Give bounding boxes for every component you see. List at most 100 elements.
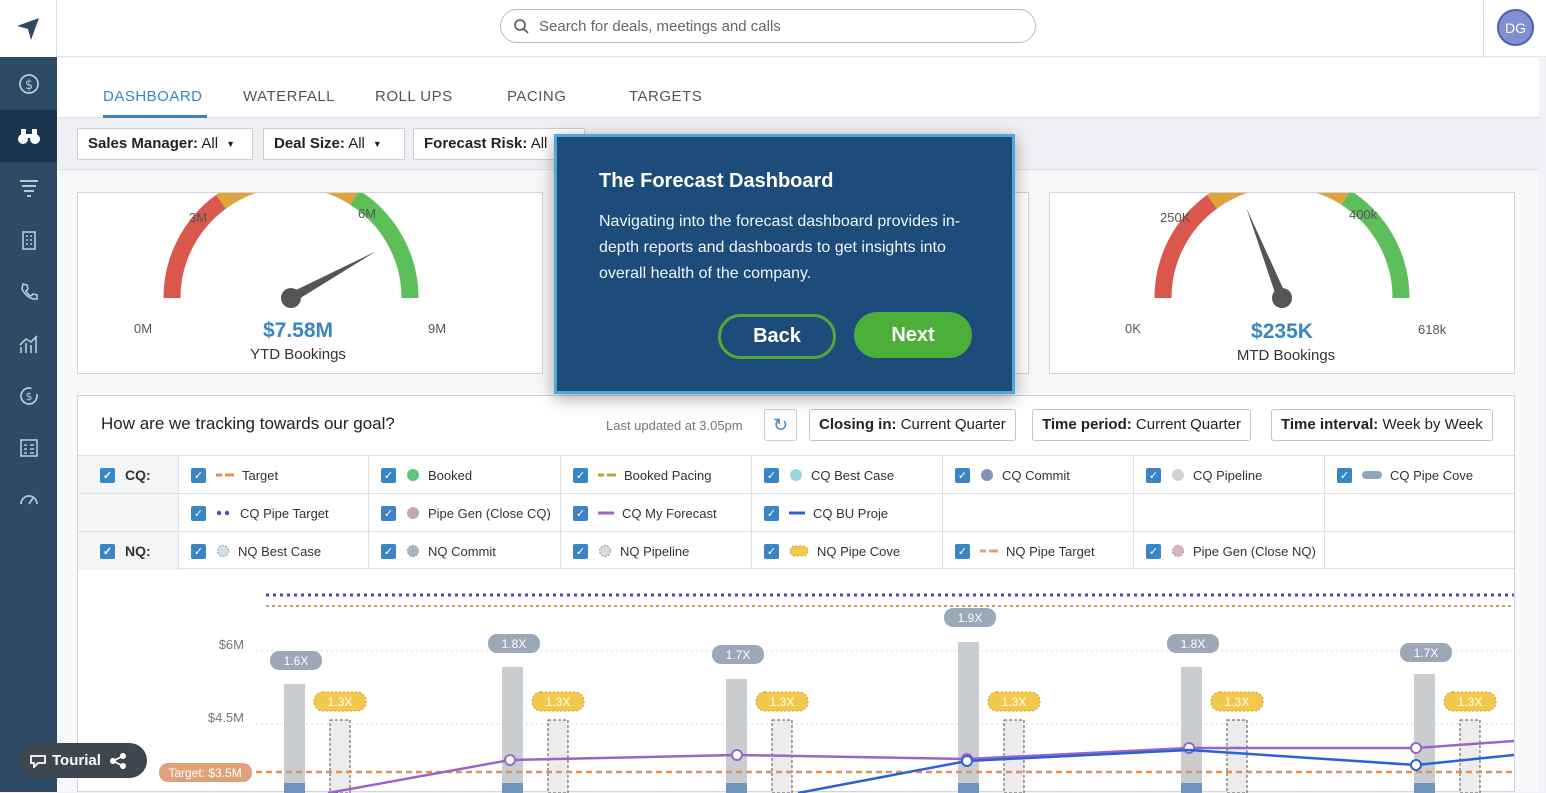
filter-value: All bbox=[201, 135, 219, 152]
bar-chart-icon[interactable] bbox=[0, 318, 57, 370]
checkbox-icon: ✓ bbox=[764, 505, 779, 521]
pipeline-bar[interactable] bbox=[284, 684, 305, 793]
booked-bar[interactable] bbox=[1181, 783, 1202, 793]
sidebar: $ $ bbox=[0, 0, 57, 792]
nq-pipeline-bar[interactable] bbox=[329, 719, 351, 793]
next-button[interactable]: Next bbox=[854, 312, 972, 358]
booked-bar[interactable] bbox=[284, 783, 305, 793]
tab-roll-ups[interactable]: ROLL UPS bbox=[375, 88, 453, 105]
tab-targets[interactable]: TARGETS bbox=[629, 88, 703, 105]
nq-coverage-badge bbox=[987, 691, 1041, 712]
time-interval-select[interactable]: Time interval: Week by Week bbox=[1271, 409, 1493, 441]
svg-text:$: $ bbox=[24, 78, 32, 93]
forecast-point[interactable] bbox=[504, 754, 516, 766]
closing-in-select[interactable]: Closing in: Current Quarter bbox=[809, 409, 1016, 441]
pipeline-bar[interactable] bbox=[1414, 674, 1435, 793]
legend-item[interactable]: ✓ NQ Pipeline bbox=[560, 532, 751, 570]
nq-pipeline-bar[interactable] bbox=[1226, 719, 1248, 793]
gauge-arc-segment bbox=[1207, 193, 1349, 209]
legend-item[interactable]: ✓ Target bbox=[178, 456, 369, 494]
legend-item[interactable]: ✓ Pipe Gen (Close NQ) bbox=[1133, 532, 1324, 570]
time-period-select[interactable]: Time period: Current Quarter bbox=[1032, 409, 1251, 441]
legend-item[interactable]: ✓ NQ Commit bbox=[368, 532, 559, 570]
series-legend: ✓ CQ: ✓ Target ✓ Booked ✓ Booked Pacing ✓ CQ Bes… bbox=[78, 455, 1515, 570]
deal-size-filter[interactable]: Deal Size: All ▼ bbox=[263, 128, 405, 160]
booked-bar[interactable] bbox=[1414, 783, 1435, 793]
legend-label: CQ Commit bbox=[1002, 467, 1070, 483]
legend-label: NQ Pipe Cove bbox=[817, 543, 901, 559]
speedometer-icon[interactable] bbox=[0, 474, 57, 526]
projection-point[interactable] bbox=[961, 755, 973, 767]
checkbox-icon: ✓ bbox=[191, 543, 206, 559]
modal-title: The Forecast Dashboard bbox=[599, 170, 834, 192]
legend-item[interactable]: ✓ NQ Pipe Target bbox=[942, 532, 1133, 570]
legend-empty-cell bbox=[1324, 494, 1515, 532]
legend-item[interactable]: ✓ NQ Pipe Cove bbox=[751, 532, 942, 570]
binoculars-icon[interactable] bbox=[0, 110, 57, 162]
gauge-needle bbox=[288, 251, 377, 303]
legend-item[interactable]: ✓ Booked bbox=[368, 456, 559, 494]
sales-manager-filter[interactable]: Sales Manager: All ▼ bbox=[77, 128, 253, 160]
legend-label: Booked Pacing bbox=[624, 467, 712, 483]
caret-down-icon: ▼ bbox=[226, 139, 235, 150]
app-logo[interactable] bbox=[0, 0, 57, 57]
legend-item[interactable]: ✓ Pipe Gen (Close CQ) bbox=[368, 494, 559, 532]
table-icon[interactable] bbox=[0, 422, 57, 474]
legend-item[interactable]: ✓ CQ Best Case bbox=[751, 456, 942, 494]
pipeline-bar[interactable] bbox=[958, 642, 979, 793]
gauge-arc-segment bbox=[163, 194, 227, 299]
phone-icon[interactable] bbox=[0, 266, 57, 318]
legend-item[interactable]: ✓ NQ Best Case bbox=[178, 532, 369, 570]
nq-coverage-badge bbox=[1210, 691, 1264, 712]
gauge-arc-segment bbox=[216, 193, 358, 209]
search-input[interactable]: Search for deals, meetings and calls bbox=[500, 9, 1036, 43]
nq-toggle[interactable]: ✓ NQ: bbox=[78, 532, 178, 570]
refresh-button[interactable]: ↻ bbox=[764, 409, 797, 441]
tab-pacing[interactable]: PACING bbox=[507, 88, 567, 105]
legend-label: Pipe Gen (Close NQ) bbox=[1193, 543, 1316, 559]
legend-item[interactable]: ✓ Booked Pacing bbox=[560, 456, 751, 494]
booked-bar[interactable] bbox=[502, 783, 523, 793]
nq-pipeline-bar[interactable] bbox=[1459, 719, 1481, 793]
gauge-hub bbox=[1272, 288, 1292, 308]
legend-label: CQ Pipeline bbox=[1193, 467, 1263, 483]
booked-bar[interactable] bbox=[726, 783, 747, 793]
legend-item[interactable]: ✓ CQ Commit bbox=[942, 456, 1133, 494]
dollar-icon[interactable]: $ bbox=[0, 58, 57, 110]
pipeline-bar[interactable] bbox=[1181, 667, 1202, 793]
legend-item[interactable]: ✓ CQ BU Proje bbox=[751, 494, 942, 532]
back-button[interactable]: Back bbox=[718, 314, 836, 359]
refresh-dollar-icon[interactable]: $ bbox=[0, 370, 57, 422]
coverage-label: 1.6X bbox=[284, 654, 309, 668]
booked-bar[interactable] bbox=[958, 783, 979, 793]
legend-item[interactable]: ✓ CQ Pipe Target bbox=[178, 494, 369, 532]
tab-waterfall[interactable]: WATERFALL bbox=[243, 88, 336, 105]
building-icon[interactable] bbox=[0, 214, 57, 266]
cq-toggle[interactable]: ✓ CQ: bbox=[78, 456, 178, 494]
search-icon bbox=[514, 19, 529, 34]
forecast-point[interactable] bbox=[1183, 742, 1195, 754]
ytd-label: YTD Bookings bbox=[250, 346, 346, 363]
pipeline-bar[interactable] bbox=[502, 667, 523, 793]
svg-text:$: $ bbox=[25, 390, 32, 403]
coverage-badge bbox=[1167, 634, 1219, 653]
legend-label: NQ Pipeline bbox=[620, 543, 690, 559]
bu-projection-line[interactable] bbox=[797, 748, 1514, 793]
tourial-badge[interactable]: Tourial bbox=[18, 743, 147, 778]
nq-pipeline-bar[interactable] bbox=[547, 719, 569, 793]
filter-value: All bbox=[348, 135, 365, 152]
funnel-icon[interactable] bbox=[0, 162, 57, 214]
projection-point[interactable] bbox=[1410, 759, 1422, 771]
gauge-tick: 6M bbox=[358, 206, 377, 221]
legend-label: Target bbox=[242, 467, 279, 483]
pipeline-bar[interactable] bbox=[726, 679, 747, 793]
forecast-point[interactable] bbox=[1410, 742, 1422, 754]
tab-dashboard[interactable]: DASHBOARD bbox=[103, 88, 203, 105]
legend-item[interactable]: ✓ CQ Pipeline bbox=[1133, 456, 1324, 494]
legend-item[interactable]: ✓ CQ My Forecast bbox=[560, 494, 751, 532]
coverage-badge bbox=[270, 651, 322, 670]
forecast-point[interactable] bbox=[731, 749, 743, 761]
legend-item[interactable]: ✓ CQ Pipe Cove bbox=[1324, 456, 1515, 494]
avatar[interactable]: DG bbox=[1497, 9, 1534, 46]
pill-value: Week by Week bbox=[1382, 416, 1483, 433]
